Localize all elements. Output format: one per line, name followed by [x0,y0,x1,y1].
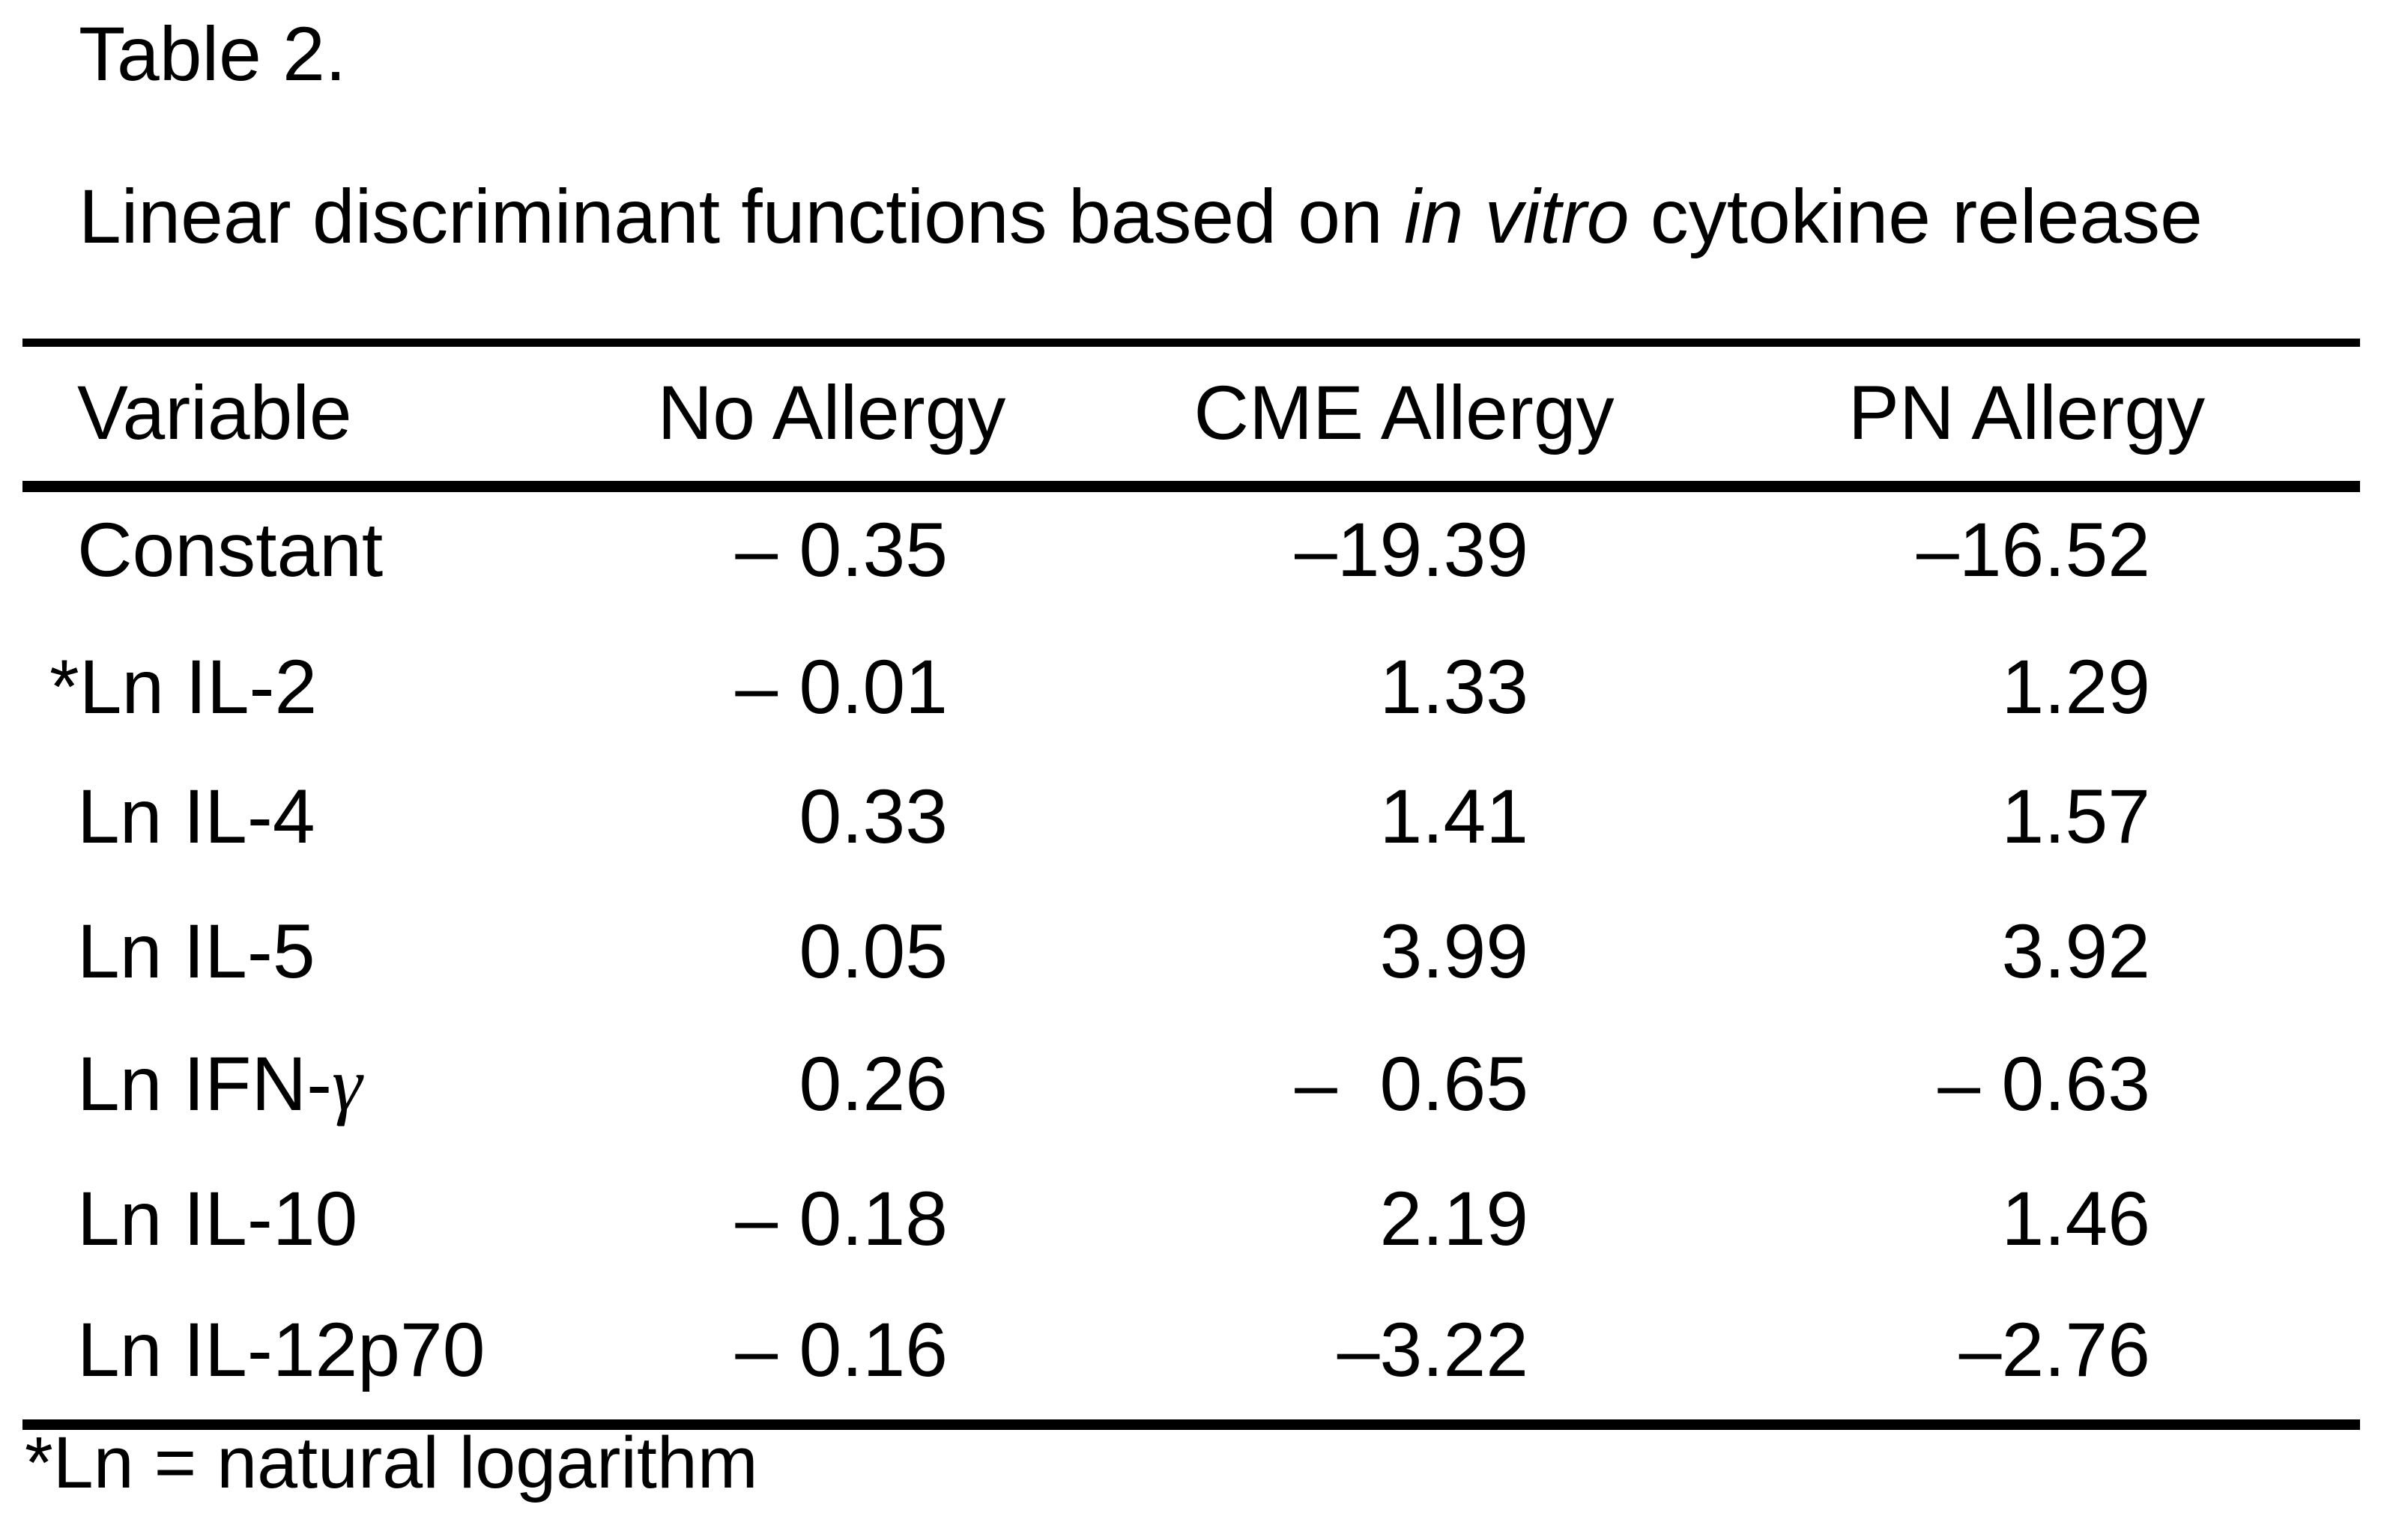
cell-ln-il-12p70-cme-allergy: –3.22 [1337,1307,1528,1392]
cell-ln-ifn-gamma-pn-allergy: – 0.63 [1937,1041,2150,1127]
cell-ln-il-4-cme-allergy: 1.41 [1379,774,1528,859]
column-header-variable: Variable [77,370,352,455]
row-label-ln-ifn-gamma: Ln IFN-γ [77,1046,362,1124]
column-header-no-allergy: No Allergy [657,370,1006,455]
cell-ln-il-4-no-allergy: 0.33 [799,774,948,859]
cell-ln-il-10-cme-allergy: 2.19 [1379,1176,1528,1261]
caption-text-prefix: Linear discriminant functions based on [79,174,1405,259]
cell-ln-il-4-pn-allergy: 1.57 [2001,774,2150,859]
column-header-cme-allergy: CME Allergy [1194,370,1615,455]
cell-ln-il-12p70-pn-allergy: –2.76 [1958,1307,2150,1392]
table-footnote: *Ln = natural logarithm [25,1422,758,1503]
cell-ln-ifn-gamma-cme-allergy: – 0.65 [1295,1041,1528,1127]
ifn-label-prefix: Ln IFN- [77,1041,333,1127]
cell-constant-no-allergy: – 0.35 [735,507,948,592]
row-label-ln-il-10: Ln IL-10 [77,1176,358,1261]
cell-ln-il-10-pn-allergy: 1.46 [2001,1176,2150,1261]
table-number-label: Table 2. [79,11,347,97]
cell-ln-il-5-no-allergy: 0.05 [799,909,948,994]
cell-ln-il-2-no-allergy: – 0.01 [735,644,948,730]
cell-constant-pn-allergy: –16.52 [1916,507,2150,592]
row-label-ln-il-5: Ln IL-5 [77,909,315,994]
cell-ln-il-12p70-no-allergy: – 0.16 [735,1307,948,1392]
table-header-rule [22,481,2360,492]
row-label-ln-il-12p70: Ln IL-12p70 [77,1307,485,1392]
table-caption: Linear discriminant functions based on i… [79,178,2203,255]
cell-ln-il-5-cme-allergy: 3.99 [1379,909,1528,994]
cell-ln-il-10-no-allergy: – 0.18 [735,1176,948,1261]
cell-ln-il-2-pn-allergy: 1.29 [2001,644,2150,730]
row-label-ln-il-4: Ln IL-4 [77,774,315,859]
cell-constant-cme-allergy: –19.39 [1295,507,1528,592]
cell-ln-il-5-pn-allergy: 3.92 [2001,909,2150,994]
row-label-constant: Constant [77,507,384,592]
caption-text-suffix: cytokine release [1629,174,2203,259]
gamma-glyph: γ [332,1043,363,1127]
table-bottom-rule [22,1419,2360,1430]
cell-ln-il-2-cme-allergy: 1.33 [1379,644,1528,730]
cell-ln-ifn-gamma-no-allergy: 0.26 [799,1041,948,1127]
row-label-ln-il-2: *Ln IL-2 [49,644,318,730]
caption-italic-phrase: in vitro [1404,174,1630,259]
table-top-rule [22,339,2360,347]
column-header-pn-allergy: PN Allergy [1848,370,2206,455]
